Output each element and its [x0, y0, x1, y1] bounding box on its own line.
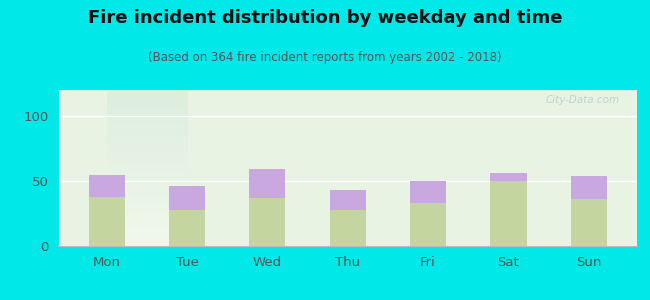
Bar: [330, 210, 366, 246]
Text: City-Data.com: City-Data.com: [545, 95, 619, 105]
Bar: [88, 196, 125, 246]
Bar: [330, 190, 366, 210]
Bar: [88, 175, 125, 196]
Bar: [410, 181, 446, 203]
Bar: [490, 181, 526, 246]
Text: (Based on 364 fire incident reports from years 2002 - 2018): (Based on 364 fire incident reports from…: [148, 51, 502, 64]
Bar: [490, 173, 526, 181]
Text: Fire incident distribution by weekday and time: Fire incident distribution by weekday an…: [88, 9, 562, 27]
Bar: [169, 186, 205, 210]
Bar: [250, 169, 285, 198]
Bar: [169, 210, 205, 246]
Bar: [571, 199, 607, 246]
Bar: [410, 203, 446, 246]
Bar: [571, 176, 607, 199]
Legend: AM, PM: AM, PM: [302, 299, 394, 300]
Bar: [250, 198, 285, 246]
